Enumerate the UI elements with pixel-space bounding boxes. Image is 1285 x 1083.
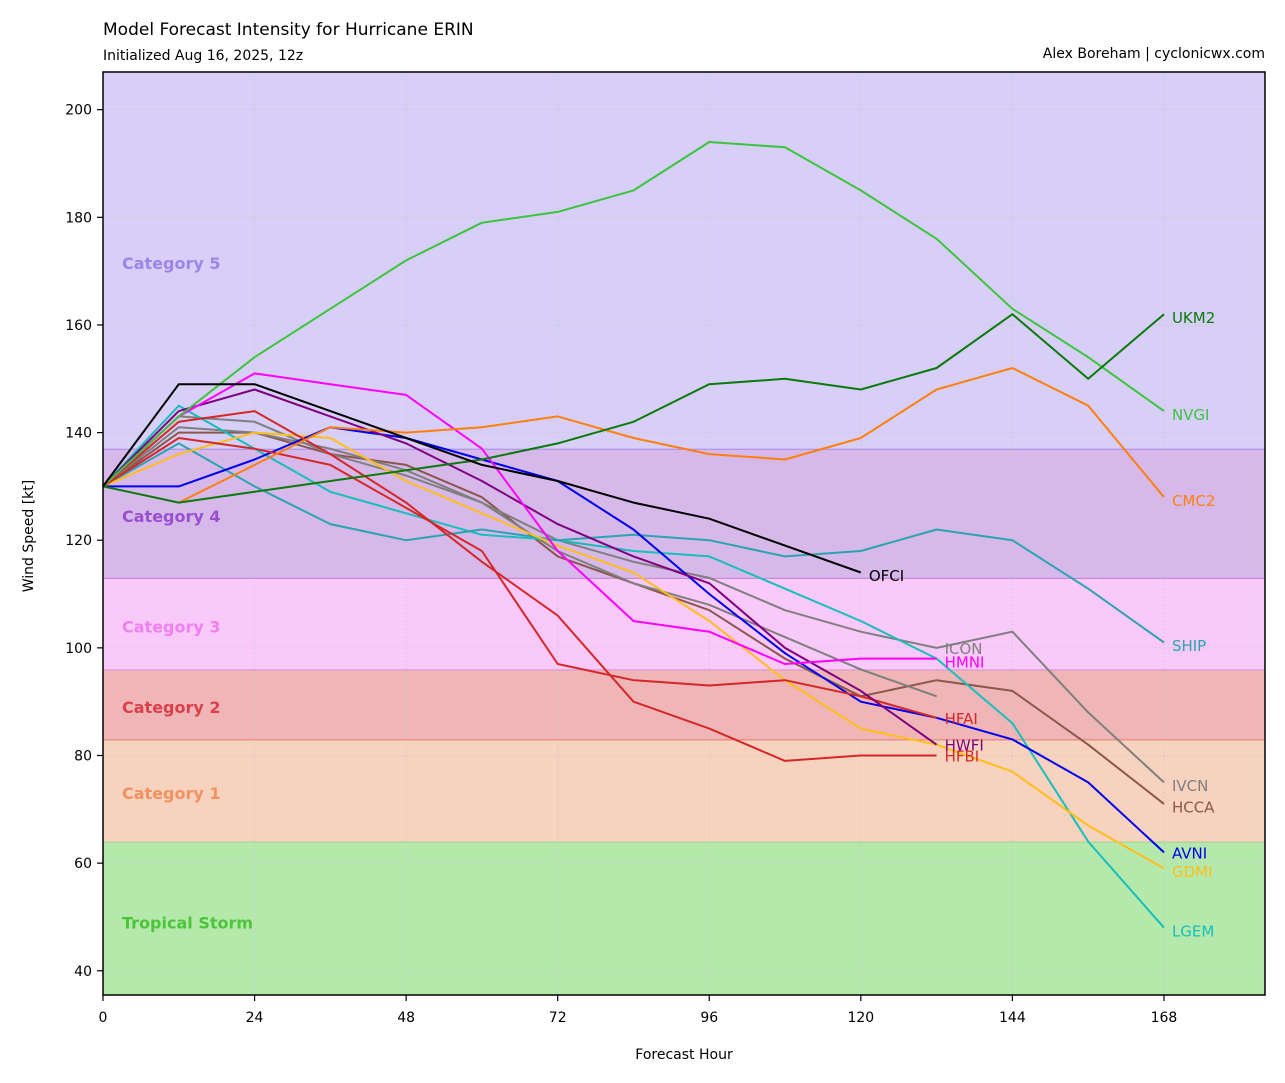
x-tick-label: 24 [246,1010,264,1026]
series-line-hmni [102,372,937,665]
series-label-avni: AVNI [1172,844,1207,862]
chart-credit: Alex Boreham | cyclonicwx.com [1043,46,1265,62]
y-tick-label: 140 [65,426,92,442]
series-line-cmc2 [178,367,1165,504]
axes: 0 24 48 72 96 120 144 168 40 60 80 100 120 140 160 180 2… [65,71,1266,1026]
y-tick-label: 200 [65,103,92,119]
series-label-hmni: HMNI [945,653,985,671]
series-line-hfai [102,437,937,719]
series-line-hfbi [102,410,937,762]
series-label-gdmi: GDMI [1172,863,1213,881]
series-label-lgem: LGEM [1172,922,1214,940]
band-label: Category 5 [122,254,221,273]
series-line-ofci [102,383,862,574]
chart-title: Model Forecast Intensity for Hurricane E… [103,20,474,40]
x-tick-label: 120 [847,1010,874,1026]
series-line-hwfi [102,388,938,746]
band-2 [103,669,1265,740]
series-line-icon [102,426,937,698]
band-3 [103,577,1265,670]
series-label-ivcn: IVCN [1172,777,1208,795]
y-axis-label: Wind Speed [kt] [21,480,37,593]
band-label: Category 2 [122,698,221,717]
band-1 [103,739,1265,842]
series-label-hfbi: HFBI [945,748,980,766]
band-5 [103,72,1265,449]
band-label: Tropical Storm [122,913,253,932]
x-tick-label: 96 [700,1010,718,1026]
band-0 [103,841,1265,995]
series-line-lgem [102,404,1165,929]
y-tick-label: 160 [65,318,92,334]
series-line-ivcn [102,415,1165,784]
model-series [102,141,1165,929]
band-label: Category 3 [122,617,221,636]
y-tick-label: 60 [74,856,92,872]
series-label-nvgi: NVGI [1172,406,1210,424]
y-tick-label: 100 [65,641,92,657]
x-tick-label: 48 [397,1010,415,1026]
series-label-hcca: HCCA [1172,799,1215,817]
series-label-icon: ICON [945,640,983,658]
band-label: Category 4 [122,507,221,526]
series-line-ukm2 [102,313,1165,504]
series-line-nvgi [102,141,1165,488]
series-line-avni [103,426,1165,854]
series-label-ukm2: UKM2 [1172,309,1215,327]
y-tick-label: 180 [65,210,92,226]
x-tick-label: 168 [1151,1010,1178,1026]
series-line-ship [102,442,1165,644]
series-label-hwfi: HWFI [945,737,984,755]
series-line-gdmi [102,431,1165,870]
chart-subtitle: Initialized Aug 16, 2025, 12z [103,48,303,64]
series-label-cmc2: CMC2 [1172,492,1215,510]
intensity-bands: Tropical Storm Category 1 Category 2 Catego… [103,72,1265,995]
y-tick-label: 40 [74,964,92,980]
band-label: Category 1 [122,784,221,803]
x-axis-label: Forecast Hour [635,1047,733,1063]
y-tick-label: 120 [65,533,92,549]
series-label-ship: SHIP [1172,637,1206,655]
series-label-ofci: OFCI [869,567,904,585]
plot-frame [102,71,1266,996]
y-tick-label: 80 [74,749,92,765]
x-tick-label: 0 [99,1010,108,1026]
x-tick-label: 72 [549,1010,567,1026]
x-tick-label: 144 [999,1010,1026,1026]
series-label-hfai: HFAI [945,710,978,728]
